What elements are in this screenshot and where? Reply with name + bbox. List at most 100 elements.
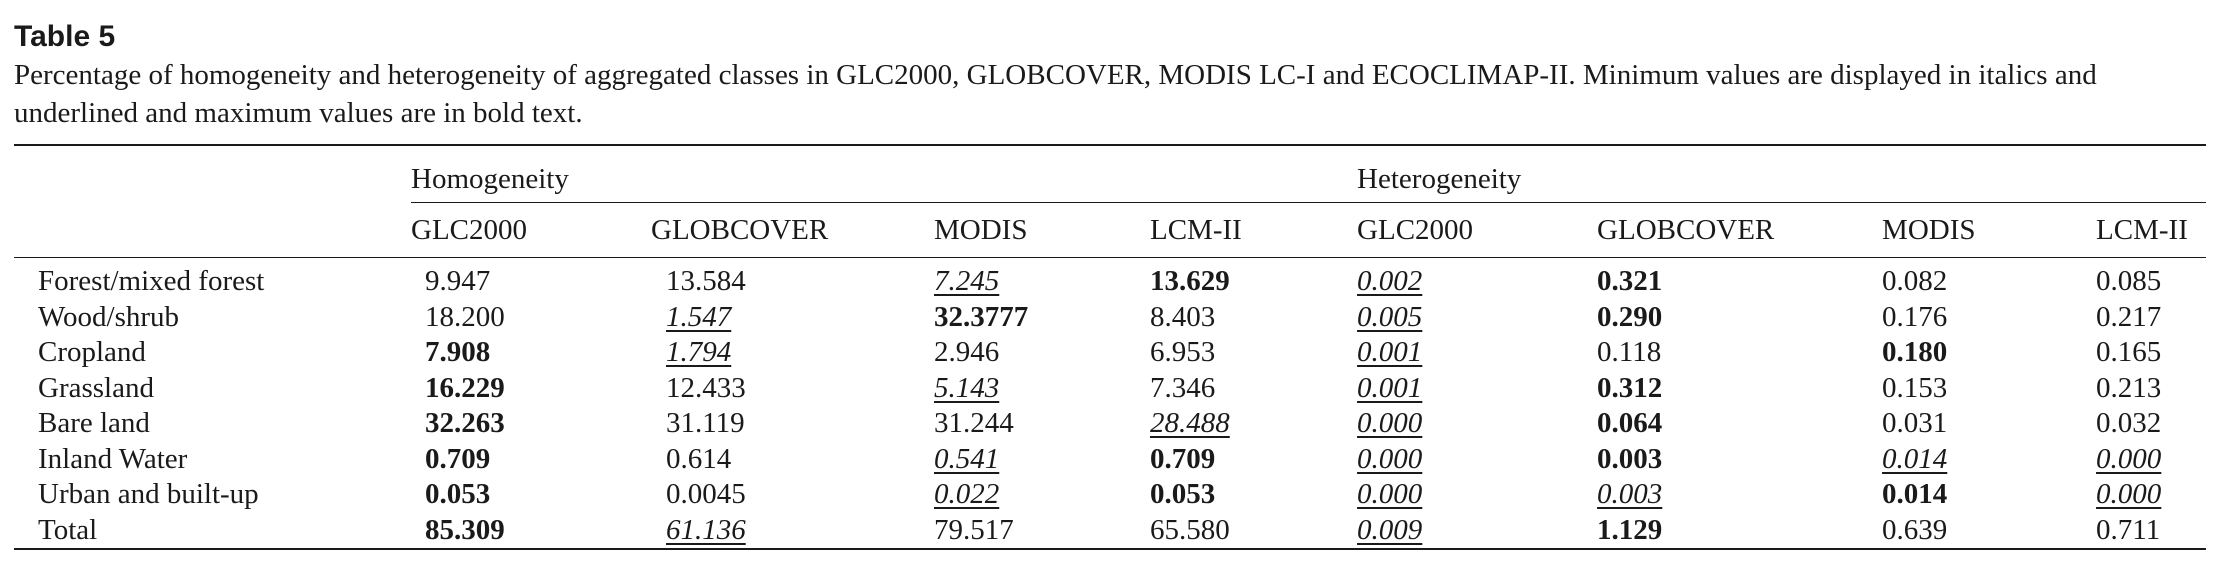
table-row: Inland Water 0.709 0.614 0.541 0.709 0.000 0.0… <box>14 442 2206 478</box>
table-cell: 0.014 <box>1882 442 2096 478</box>
max-value: 0.053 <box>1150 478 1216 510</box>
table-caption: Percentage of homogeneity and heterogene… <box>14 59 2097 129</box>
column-header: LCM-II <box>1150 202 1358 258</box>
cell-value: 6.953 <box>1150 336 1216 368</box>
table-body: Forest/mixed forest 9.947 13.584 7.245 13.62… <box>14 258 2206 550</box>
table-cell: 65.580 <box>1150 513 1357 550</box>
cell-value: 0.153 <box>1882 371 1948 404</box>
table-row: Urban and built-up 0.053 0.0045 0.022 0.053 0… <box>14 477 2206 513</box>
table-cell: 0.213 <box>2096 371 2206 407</box>
table-cell: 12.433 <box>651 371 934 407</box>
table-row: Wood/shrub 18.200 1.547 32.3777 8.403 0.005 0.… <box>14 300 2206 336</box>
table-cell: 18.200 <box>411 300 651 336</box>
table-cell: 0.217 <box>2096 300 2206 336</box>
table-cell: 79.517 <box>934 513 1150 550</box>
min-value: 1.794 <box>666 336 732 368</box>
table-cell: 0.022 <box>934 477 1150 513</box>
group-header-homogeneity: Homogeneity <box>411 145 1358 203</box>
cell-value: 0.031 <box>1882 407 1948 439</box>
table-cell: 0.053 <box>1150 477 1357 513</box>
table-row: Forest/mixed forest 9.947 13.584 7.245 13.62… <box>14 258 2206 300</box>
max-value: 0.053 <box>425 478 491 510</box>
table-cell: 0.0045 <box>651 477 934 513</box>
column-header: MODIS <box>934 202 1150 258</box>
min-value: 61.136 <box>666 513 746 546</box>
table-cell: 0.312 <box>1597 371 1882 407</box>
max-value: 1.129 <box>1597 513 1663 546</box>
table-row: Total 85.309 61.136 79.517 65.580 0.009 1.129 0… <box>14 513 2206 550</box>
min-value: 5.143 <box>934 371 1000 404</box>
table-cell: 0.711 <box>2096 513 2206 550</box>
table-cell: 5.143 <box>934 371 1150 407</box>
max-value: 0.321 <box>1597 265 1663 297</box>
min-value: 0.003 <box>1597 478 1663 510</box>
table-row: Bare land 32.263 31.119 31.244 28.488 0.000 0.… <box>14 406 2206 442</box>
table-cell: 0.639 <box>1882 513 2096 550</box>
table-cell: 1.547 <box>651 300 934 336</box>
row-label: Inland Water <box>38 442 188 475</box>
cell-value: 79.517 <box>934 513 1014 546</box>
cell-value: 0.118 <box>1597 336 1662 368</box>
table-cell: 7.245 <box>934 258 1150 300</box>
cell-value: 0.0045 <box>666 478 746 510</box>
max-value: 13.629 <box>1150 265 1230 297</box>
row-label: Grassland <box>38 371 154 404</box>
table-cell: 0.064 <box>1597 406 1882 442</box>
column-header-row: GLC2000 GLOBCOVER MODIS LCM-II GLC2000 GLOBCO… <box>14 202 2207 258</box>
cell-value: 0.165 <box>2096 336 2162 368</box>
table-cell: 1.129 <box>1597 513 1882 550</box>
stub-subheader <box>14 202 411 258</box>
table-cell: 31.244 <box>934 406 1150 442</box>
min-value: 0.001 <box>1357 336 1423 368</box>
cell-value: 8.403 <box>1150 300 1216 333</box>
table-cell: 2.946 <box>934 335 1150 371</box>
row-label: Cropland <box>38 336 146 368</box>
table-cell: 0.000 <box>2096 442 2206 478</box>
table-cell: 0.053 <box>411 477 651 513</box>
cell-value: 31.119 <box>666 407 745 439</box>
table-cell: 9.947 <box>411 258 651 300</box>
max-value: 32.3777 <box>934 300 1029 333</box>
cell-value: 0.639 <box>1882 513 1948 546</box>
max-value: 0.290 <box>1597 300 1663 333</box>
table-cell: 0.000 <box>1357 442 1597 478</box>
min-value: 0.005 <box>1357 300 1423 333</box>
table-cell: 0.000 <box>2096 477 2206 513</box>
table-cell: 0.118 <box>1597 335 1882 371</box>
table-label: Table 5 <box>14 20 116 53</box>
min-value: 0.000 <box>1357 407 1423 439</box>
max-value: 16.229 <box>425 371 505 404</box>
min-value: 0.001 <box>1357 371 1423 404</box>
table-cell: 28.488 <box>1150 406 1357 442</box>
table-cell: 0.014 <box>1882 477 2096 513</box>
column-header: LCM-II <box>2096 202 2207 258</box>
cell-value: 9.947 <box>425 265 491 297</box>
max-value: 32.263 <box>425 407 505 439</box>
min-value: 0.022 <box>934 478 1000 510</box>
table-cell: 85.309 <box>411 513 651 550</box>
cell-value: 0.176 <box>1882 300 1948 333</box>
cell-value: 0.614 <box>666 442 732 475</box>
table-cell: 1.794 <box>651 335 934 371</box>
cell-value: 12.433 <box>666 371 746 404</box>
max-value: 0.064 <box>1597 407 1663 439</box>
table-cell: 0.709 <box>411 442 651 478</box>
table-cell: 0.153 <box>1882 371 2096 407</box>
row-label: Total <box>38 513 98 546</box>
min-value: 28.488 <box>1150 407 1230 439</box>
min-value: 0.000 <box>2096 442 2162 475</box>
table-cell: 0.176 <box>1882 300 2096 336</box>
cell-value: 65.580 <box>1150 513 1230 546</box>
table-cell: 0.005 <box>1357 300 1597 336</box>
table-cell: 0.031 <box>1882 406 2096 442</box>
min-value: 0.541 <box>934 442 1000 475</box>
cell-value: 0.085 <box>2096 265 2162 297</box>
table-cell: 32.3777 <box>934 300 1150 336</box>
min-value: 0.000 <box>2096 478 2162 510</box>
table-row: Grassland 16.229 12.433 5.143 7.346 0.001 0.31… <box>14 371 2206 407</box>
min-value: 7.245 <box>934 265 1000 297</box>
table-cell: 16.229 <box>411 371 651 407</box>
table-cell: 0.709 <box>1150 442 1357 478</box>
table-cell: 0.290 <box>1597 300 1882 336</box>
stub-header <box>14 145 411 203</box>
